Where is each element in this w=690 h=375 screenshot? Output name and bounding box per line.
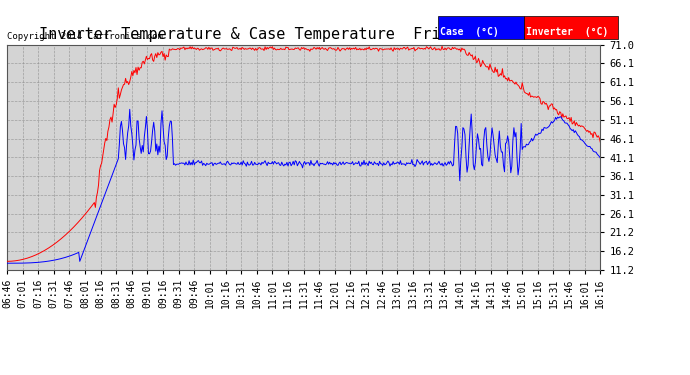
Text: Case  (°C): Case (°C) (440, 27, 499, 37)
Title: Inverter Temperature & Case Temperature  Fri Nov 21  16:27: Inverter Temperature & Case Temperature … (39, 27, 569, 42)
Text: Copyright 2014 Cartronics.com: Copyright 2014 Cartronics.com (7, 32, 163, 41)
Text: Inverter  (°C): Inverter (°C) (526, 27, 609, 37)
